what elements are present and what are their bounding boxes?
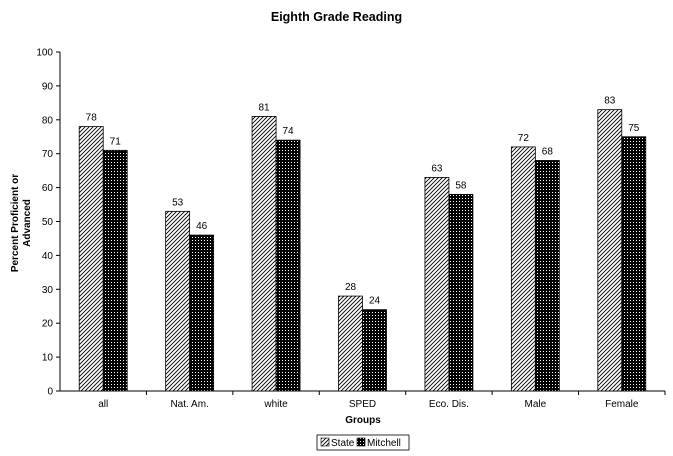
y-tick-label: 50: [42, 217, 54, 228]
data-label-state: 72: [518, 133, 530, 144]
data-label-state: 28: [345, 282, 357, 293]
legend-swatch-mitchell: [356, 437, 366, 447]
y-tick-label: 20: [42, 319, 54, 330]
plot-area: 0 10 20 30 40 50 60 70 80 90 100 all 78 71 Nat. Am. 53 4…: [36, 48, 666, 410]
bar-mitchell: [102, 149, 128, 392]
bar-mitchell: [275, 139, 301, 392]
bar-mitchell: [534, 160, 560, 392]
data-label-mitchell: 24: [369, 296, 381, 307]
x-tick-label: Nat. Am.: [170, 399, 208, 410]
bar-state: [597, 109, 623, 392]
y-tick-label: 0: [47, 387, 53, 398]
x-tick-label: Female: [605, 399, 639, 410]
data-label-mitchell: 74: [283, 126, 295, 137]
y-axis-title-line-2: Advanced: [22, 199, 33, 247]
y-tick-label: 100: [36, 48, 53, 59]
data-label-state: 83: [604, 96, 616, 107]
legend-label-state: State: [331, 438, 355, 449]
bar-state: [338, 295, 363, 392]
bar-state: [165, 210, 191, 392]
bar-state: [78, 126, 104, 392]
data-label-mitchell: 68: [542, 146, 554, 157]
y-tick-label: 90: [42, 81, 54, 92]
bar-state: [251, 116, 277, 392]
x-tick-label: Male: [525, 399, 547, 410]
legend: State Mitchell: [316, 434, 410, 451]
y-tick-label: 30: [42, 285, 54, 296]
y-tick-label: 70: [42, 149, 54, 160]
data-label-state: 63: [431, 163, 443, 174]
data-label-mitchell: 58: [455, 180, 467, 191]
y-tick-label: 60: [42, 183, 54, 194]
bar-mitchell: [621, 136, 647, 392]
data-label-mitchell: 46: [196, 221, 208, 232]
bar-mitchell: [189, 234, 215, 392]
chart-title: Eighth Grade Reading: [271, 10, 402, 24]
bar-mitchell: [362, 309, 387, 392]
data-label-state: 78: [86, 113, 98, 124]
data-label-state: 53: [172, 197, 184, 208]
x-tick-label: SPED: [349, 399, 376, 410]
y-axis-title: Percent Proficient or Advanced: [10, 174, 33, 272]
data-label-state: 81: [259, 102, 271, 113]
data-label-mitchell: 71: [110, 136, 122, 147]
data-label-mitchell: 75: [628, 123, 640, 134]
legend-swatch-state: [320, 437, 330, 447]
y-axis-title-line-1: Percent Proficient or: [10, 174, 21, 272]
bar-state: [510, 146, 536, 392]
y-tick-label: 40: [42, 251, 54, 262]
bar-state: [424, 177, 450, 392]
bar-mitchell: [448, 193, 474, 392]
legend-label-mitchell: Mitchell: [367, 438, 401, 449]
y-tick-label: 10: [42, 353, 54, 364]
x-tick-label: Eco. Dis.: [429, 399, 469, 410]
x-tick-label: all: [98, 399, 108, 410]
x-axis-title: Groups: [345, 415, 381, 426]
x-tick-label: white: [263, 399, 288, 410]
y-tick-label: 80: [42, 115, 54, 126]
